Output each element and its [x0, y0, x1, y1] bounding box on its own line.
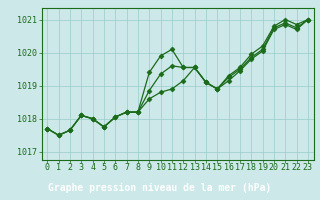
Text: Graphe pression niveau de la mer (hPa): Graphe pression niveau de la mer (hPa): [48, 183, 272, 193]
